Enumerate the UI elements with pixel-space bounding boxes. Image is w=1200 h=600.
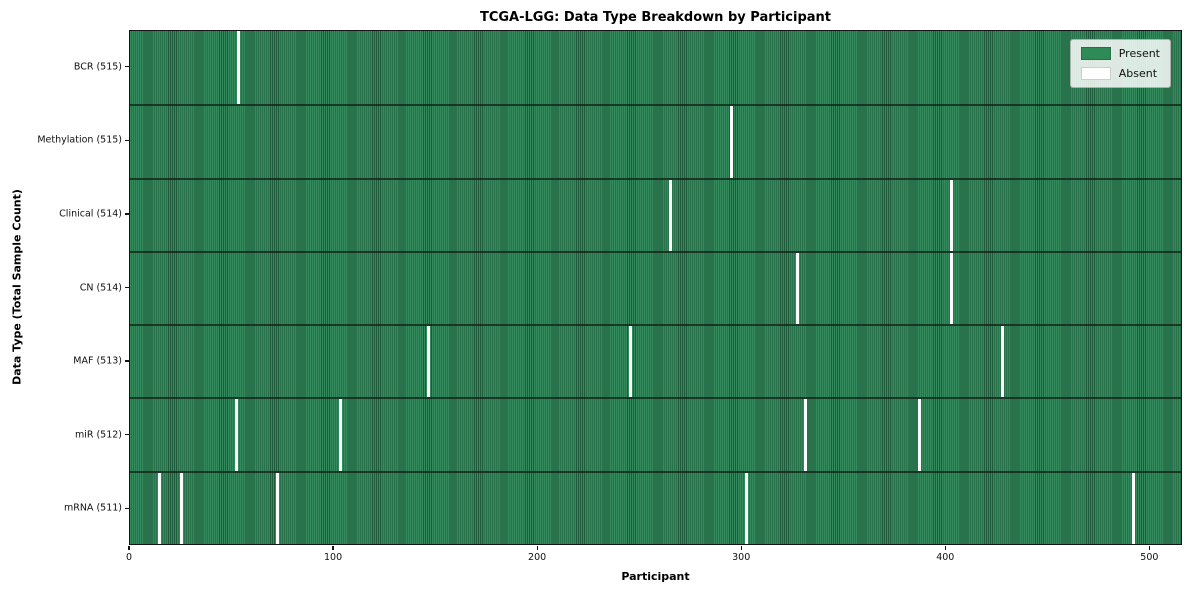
y-tick-label-MAF: MAF (513) [73,355,122,367]
chart-title: TCGA-LGG: Data Type Breakdown by Partici… [479,10,832,25]
y-tick-mark [125,507,129,509]
y-tick-label-BCR: BCR (515) [73,61,122,73]
absent-gap-MAF-146 [426,326,430,398]
y-tick-mark [125,66,129,68]
x-tick-mark [1148,546,1150,550]
datatype-row-BCR [130,31,1181,105]
absent-gap-CN-403 [950,252,954,325]
legend-item-absent: Absent [1080,67,1160,80]
datatype-row-CN [130,250,1181,325]
x-axis-label: Participant [621,570,690,583]
absent-gap-MAF-245 [628,326,632,398]
x-tick-label-300: 300 [732,552,751,563]
y-tick-mark [125,286,129,289]
datatype-row-Clinical [130,177,1181,251]
absent-gap-miR-387 [917,399,921,471]
legend-item-present: Present [1080,47,1160,60]
x-tick-label-400: 400 [936,552,955,563]
absent-gap-mRNA-14 [158,472,162,544]
x-tick-mark [128,546,130,550]
y-tick-label-mRNA: mRNA (511) [63,502,122,514]
legend-label-present: Present [1118,47,1160,60]
absent-gap-miR-103 [339,399,343,471]
absent-gap-Clinical-265 [669,179,673,251]
absent-gap-miR-52 [235,399,239,471]
absent-gap-miR-331 [803,399,807,471]
datatype-row-mRNA [130,470,1181,544]
x-tick-mark [944,546,946,550]
present-swatch [1080,47,1111,60]
absent-gap-BCR-53 [237,31,241,105]
x-tick-label-0: 0 [125,552,133,563]
x-tick-mark [536,546,538,550]
x-tick-label-500: 500 [1140,552,1159,563]
datatype-row-miR [130,397,1181,471]
x-tick-label-100: 100 [323,552,343,563]
x-tick-mark [332,546,334,550]
x-tick-mark [740,546,742,550]
y-tick-mark [125,434,129,436]
absent-swatch [1080,67,1111,80]
absent-gap-mRNA-492 [1131,472,1135,544]
absent-gap-mRNA-302 [744,472,748,544]
absent-gap-mRNA-25 [180,472,184,544]
absent-gap-Methylation-295 [730,106,734,178]
y-tick-mark [125,139,129,141]
datatype-row-Methylation [130,104,1181,178]
datatype-row-MAF [130,324,1181,398]
absent-gap-Clinical-403 [950,179,954,251]
absent-gap-mRNA-72 [276,472,280,544]
y-tick-label-miR: miR (512) [74,429,122,441]
legend: Present Absent [1069,39,1171,88]
absent-gap-MAF-428 [1001,326,1005,398]
absent-gap-CN-327 [795,252,799,325]
y-tick-label-Methylation: Methylation (515) [37,134,122,146]
y-tick-mark [125,360,129,362]
y-tick-label-CN: CN (514) [79,282,122,293]
y-tick-label-Clinical: Clinical (514) [59,208,122,220]
plot-area: Present Absent [129,30,1182,545]
legend-label-absent: Absent [1118,67,1158,80]
x-tick-label-200: 200 [528,552,547,563]
y-axis-label: Data Type (Total Sample Count) [10,189,24,385]
y-tick-mark [125,213,129,215]
